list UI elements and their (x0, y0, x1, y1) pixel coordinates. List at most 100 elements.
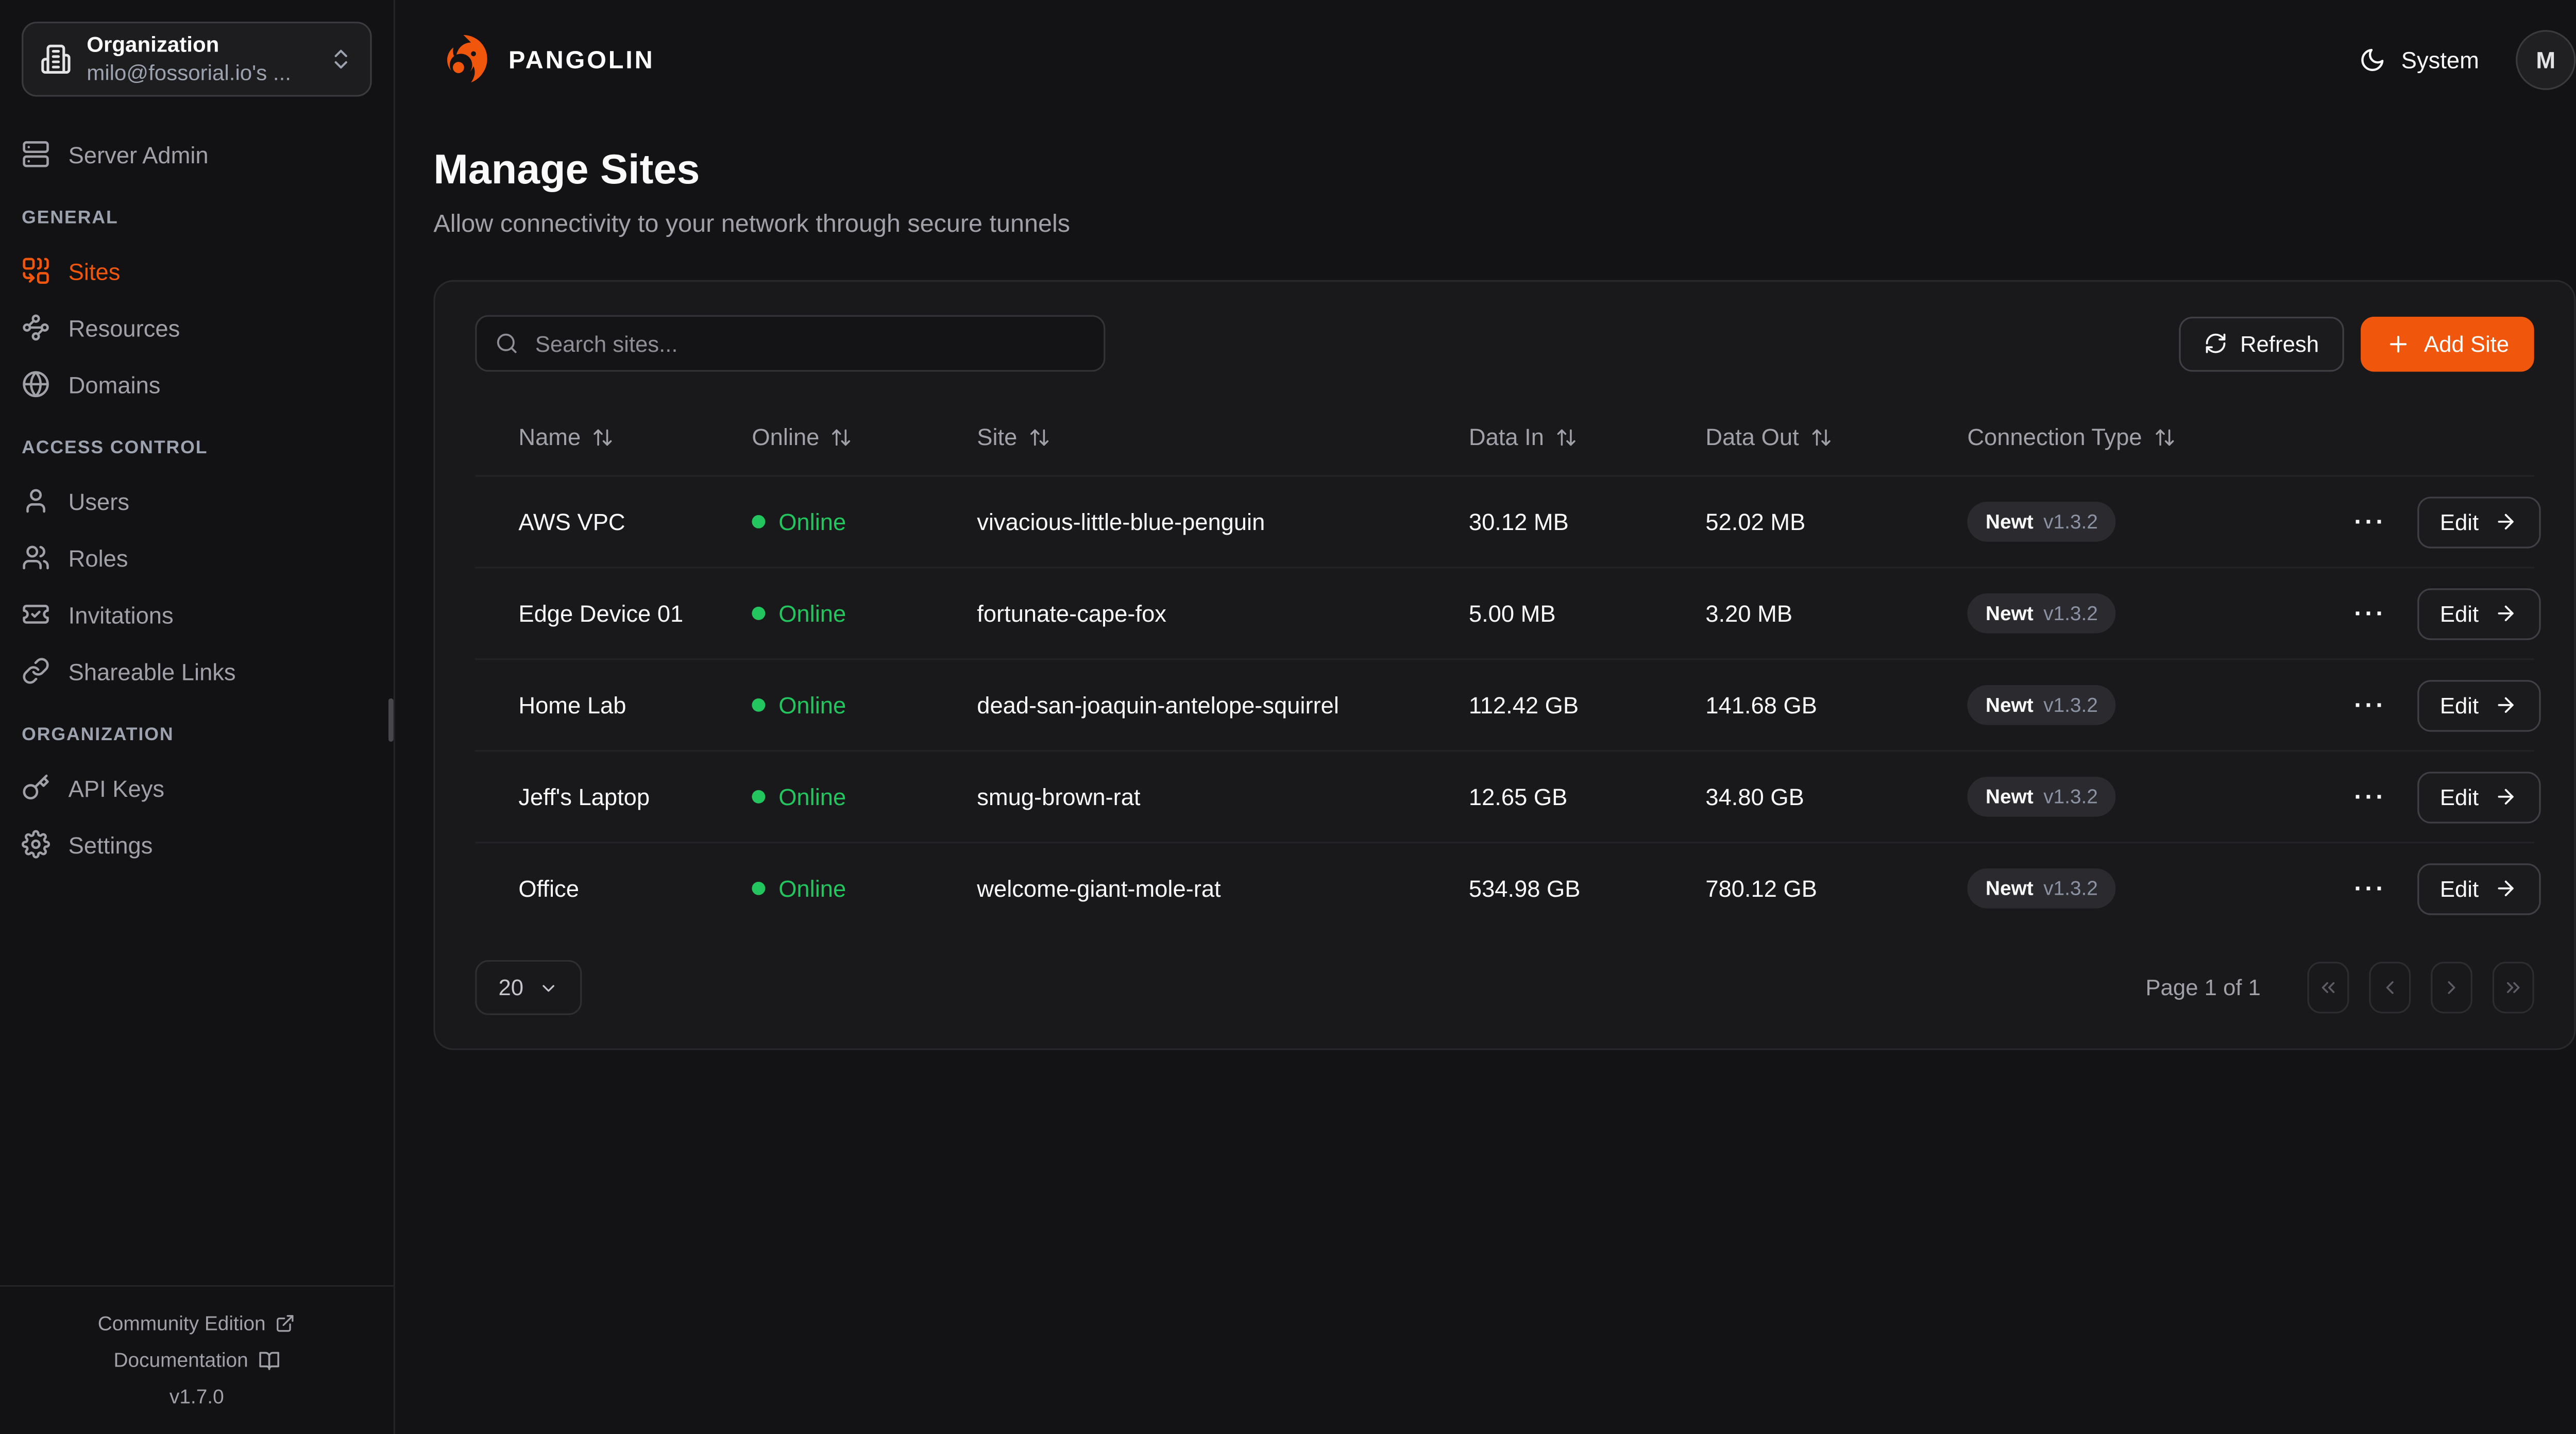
org-switcher[interactable]: Organization milo@fossorial.io's ... (22, 22, 372, 97)
table-header-row: Name Online Site Data In (475, 398, 2534, 477)
connection-type-badge: Newt v1.3.2 (1967, 776, 2116, 817)
row-actions-menu-button[interactable]: ··· (2354, 507, 2387, 536)
online-status: Online (752, 600, 977, 627)
row-actions-menu-button[interactable]: ··· (2354, 599, 2387, 628)
refresh-button[interactable]: Refresh (2178, 316, 2344, 371)
status-dot (752, 881, 766, 895)
chevron-down-icon (538, 978, 558, 998)
row-actions-menu-button[interactable]: ··· (2354, 874, 2387, 903)
pangolin-logo[interactable]: PANGOLIN (433, 30, 654, 90)
column-header-data-out[interactable]: Data Out (1705, 423, 1967, 450)
moon-icon (2360, 47, 2386, 74)
column-header-site[interactable]: Site (977, 423, 1469, 450)
sidebar-item-label: Roles (68, 544, 128, 571)
sidebar-item-sites[interactable]: Sites (22, 248, 372, 293)
combine-icon (22, 257, 50, 285)
sidebar-item-domains[interactable]: Domains (22, 362, 372, 406)
search-input[interactable] (532, 329, 1086, 358)
sites-card: Refresh Add Site Name (433, 280, 2576, 1050)
sidebar-item-label: Invitations (68, 601, 174, 628)
sidebar: Organization milo@fossorial.io's ... Ser… (0, 0, 395, 1434)
first-page-button[interactable] (2307, 962, 2349, 1014)
data-out: 34.80 GB (1705, 783, 1804, 810)
documentation-link[interactable]: Documentation (13, 1342, 380, 1378)
plus-icon (2386, 331, 2411, 356)
theme-toggle[interactable]: System (2360, 47, 2479, 74)
sort-icon (1556, 426, 1578, 448)
nav-section-access-control: ACCESS CONTROL (22, 438, 208, 458)
sidebar-item-users[interactable]: Users (22, 479, 372, 523)
app-version: v1.7.0 (169, 1385, 224, 1409)
sidebar-item-shareable-links[interactable]: Shareable Links (22, 648, 372, 693)
sort-icon (592, 426, 614, 448)
page-size-select[interactable]: 20 (475, 960, 582, 1015)
data-in: 112.42 GB (1468, 691, 1579, 719)
page-title: Manage Sites (433, 146, 700, 194)
column-header-connection-type[interactable]: Connection Type (1967, 423, 2354, 450)
gear-icon (22, 830, 50, 859)
column-header-online[interactable]: Online (752, 423, 977, 450)
sidebar-scrollbar-thumb[interactable] (388, 698, 394, 742)
sidebar-item-label: API Keys (68, 774, 165, 801)
org-picker-label: Organization (87, 32, 219, 57)
site-slug: vivacious-little-blue-penguin (977, 508, 1265, 535)
sidebar-item-settings[interactable]: Settings (22, 822, 372, 866)
community-edition-link[interactable]: Community Edition (13, 1305, 380, 1342)
table-body: AWS VPC Online vivacious-little-blue-pen… (475, 476, 2540, 933)
sidebar-item-label: Users (68, 487, 129, 515)
external-link-icon (276, 1313, 296, 1334)
key-icon (22, 773, 50, 801)
data-in: 30.12 MB (1468, 508, 1569, 535)
online-status: Online (752, 508, 977, 535)
edit-button[interactable]: Edit (2416, 496, 2540, 548)
server-icon (22, 140, 50, 168)
search-icon (495, 332, 518, 355)
site-name: Office (518, 875, 579, 902)
site-name: AWS VPC (518, 508, 625, 535)
table-row: Edge Device 01 Online fortunate-cape-fox… (475, 568, 2540, 660)
next-page-button[interactable] (2431, 962, 2472, 1014)
table-row: Jeff's Laptop Online smug-brown-rat 12.6… (475, 752, 2540, 844)
connection-type-badge: Newt v1.3.2 (1967, 502, 2116, 542)
column-header-name[interactable]: Name (518, 423, 752, 450)
org-picker-value: milo@fossorial.io's ... (87, 59, 292, 84)
main-area: PANGOLIN System M Manage Sites Allow con… (395, 0, 2576, 1434)
site-name: Jeff's Laptop (518, 783, 650, 810)
status-dot (752, 698, 766, 712)
site-slug: welcome-giant-mole-rat (977, 875, 1221, 902)
status-dot (752, 606, 766, 620)
arrow-right-icon (2494, 510, 2517, 533)
sidebar-item-server-admin[interactable]: Server Admin (22, 132, 372, 177)
sites-table: Name Online Site Data In (475, 398, 2540, 933)
sidebar-item-label: Settings (68, 831, 153, 858)
nav-section-general: GENERAL (22, 208, 118, 229)
user-avatar[interactable]: M (2516, 30, 2576, 90)
sidebar-item-invitations[interactable]: Invitations (22, 592, 372, 637)
chevrons-up-down-icon (328, 47, 353, 72)
row-actions-menu-button[interactable]: ··· (2354, 691, 2387, 720)
edit-button[interactable]: Edit (2416, 862, 2540, 914)
sidebar-item-resources[interactable]: Resources (22, 305, 372, 350)
column-header-data-in[interactable]: Data In (1469, 423, 1706, 450)
sidebar-item-api-keys[interactable]: API Keys (22, 765, 372, 810)
row-actions-menu-button[interactable]: ··· (2354, 782, 2387, 811)
nav-section-organization: ORGANIZATION (22, 725, 174, 745)
pangolin-mascot-icon (433, 30, 493, 90)
edit-button[interactable]: Edit (2416, 587, 2540, 639)
add-site-button[interactable]: Add Site (2360, 316, 2534, 371)
sidebar-item-label: Domains (68, 371, 161, 398)
previous-page-button[interactable] (2369, 962, 2411, 1014)
last-page-button[interactable] (2492, 962, 2534, 1014)
page-status: Page 1 of 1 (2145, 975, 2261, 1000)
arrow-right-icon (2494, 602, 2517, 625)
search-box (475, 315, 1106, 372)
edit-button[interactable]: Edit (2416, 679, 2540, 731)
waypoints-icon (22, 313, 50, 342)
site-slug: dead-san-joaquin-antelope-squirrel (977, 691, 1339, 719)
sidebar-footer: Community Edition Documentation v1.7.0 (0, 1285, 394, 1434)
link-icon (22, 657, 50, 685)
edit-button[interactable]: Edit (2416, 771, 2540, 823)
sidebar-item-roles[interactable]: Roles (22, 535, 372, 580)
online-status: Online (752, 692, 977, 719)
